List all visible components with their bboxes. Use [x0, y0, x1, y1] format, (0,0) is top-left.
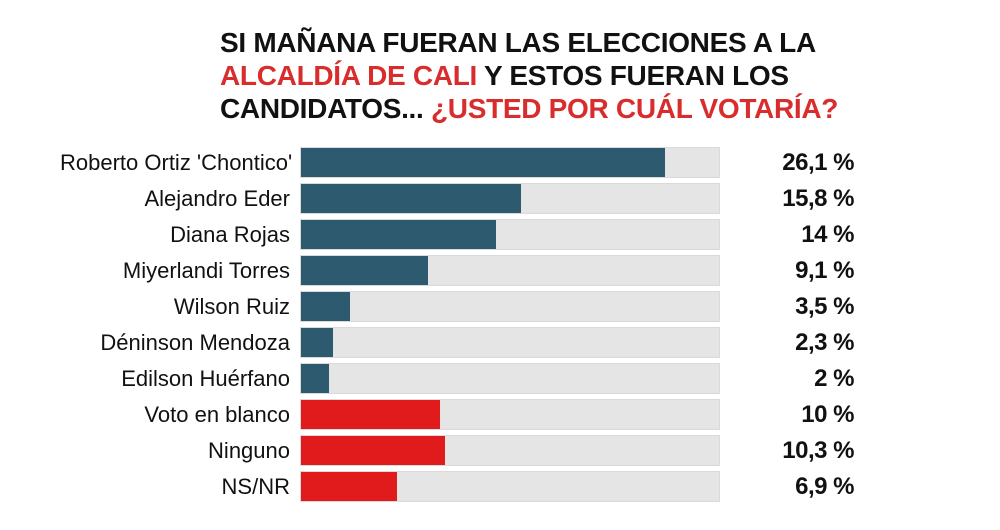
- bar-track: [300, 327, 720, 358]
- row-label: Alejandro Eder: [60, 186, 300, 212]
- title-text: SI MAÑANA FUERAN LAS ELECCIONES A LA: [220, 27, 815, 58]
- bar-track: [300, 399, 720, 430]
- chart-row: NS/NR 6,9 %: [60, 471, 940, 502]
- poll-bar-chart: Roberto Ortiz 'Chontico' 26,1 % Alejandro …: [60, 147, 940, 502]
- bar-track: [300, 183, 720, 214]
- chart-row: Roberto Ortiz 'Chontico' 26,1 %: [60, 147, 940, 178]
- row-label: NS/NR: [60, 474, 300, 500]
- row-label: Edilson Huérfano: [60, 366, 300, 392]
- bar-track: [300, 435, 720, 466]
- row-label: Voto en blanco: [60, 402, 300, 428]
- row-value: 14 %: [720, 221, 860, 249]
- bar-track: [300, 219, 720, 250]
- bar-track: [300, 471, 720, 502]
- row-value: 9,1 %: [720, 257, 860, 285]
- bar-track: [300, 147, 720, 178]
- row-label: Roberto Ortiz 'Chontico': [60, 150, 300, 176]
- chart-row: Alejandro Eder 15,8 %: [60, 183, 940, 214]
- bar-track: [300, 363, 720, 394]
- bar-fill: [301, 184, 521, 213]
- row-label: Wilson Ruiz: [60, 294, 300, 320]
- bar-fill: [301, 328, 333, 357]
- bar-fill: [301, 148, 665, 177]
- row-value: 26,1 %: [720, 149, 860, 177]
- chart-row: Diana Rojas 14 %: [60, 219, 940, 250]
- row-value: 10,3 %: [720, 437, 860, 465]
- row-label: Déninson Mendoza: [60, 330, 300, 356]
- chart-row: Ninguno 10,3 %: [60, 435, 940, 466]
- row-value: 3,5 %: [720, 293, 860, 321]
- title-highlight: ¿USTED POR CUÁL VOTARÍA?: [431, 93, 838, 124]
- row-label: Ninguno: [60, 438, 300, 464]
- bar-fill: [301, 472, 397, 501]
- row-value: 10 %: [720, 401, 860, 429]
- poll-title: SI MAÑANA FUERAN LAS ELECCIONES A LA ALC…: [220, 26, 940, 125]
- bar-fill: [301, 436, 445, 465]
- row-label: Miyerlandi Torres: [60, 258, 300, 284]
- bar-fill: [301, 220, 496, 249]
- title-highlight: ALCALDÍA DE CALI: [220, 60, 484, 91]
- row-value: 6,9 %: [720, 473, 860, 501]
- chart-row: Miyerlandi Torres 9,1 %: [60, 255, 940, 286]
- chart-row: Voto en blanco 10 %: [60, 399, 940, 430]
- bar-fill: [301, 400, 440, 429]
- row-value: 2 %: [720, 365, 860, 393]
- bar-fill: [301, 256, 428, 285]
- chart-row: Déninson Mendoza 2,3 %: [60, 327, 940, 358]
- chart-row: Edilson Huérfano 2 %: [60, 363, 940, 394]
- bar-track: [300, 255, 720, 286]
- bar-track: [300, 291, 720, 322]
- chart-row: Wilson Ruiz 3,5 %: [60, 291, 940, 322]
- bar-fill: [301, 292, 350, 321]
- row-value: 15,8 %: [720, 185, 860, 213]
- row-value: 2,3 %: [720, 329, 860, 357]
- bar-fill: [301, 364, 329, 393]
- poll-infographic: SI MAÑANA FUERAN LAS ELECCIONES A LA ALC…: [0, 0, 1000, 522]
- row-label: Diana Rojas: [60, 222, 300, 248]
